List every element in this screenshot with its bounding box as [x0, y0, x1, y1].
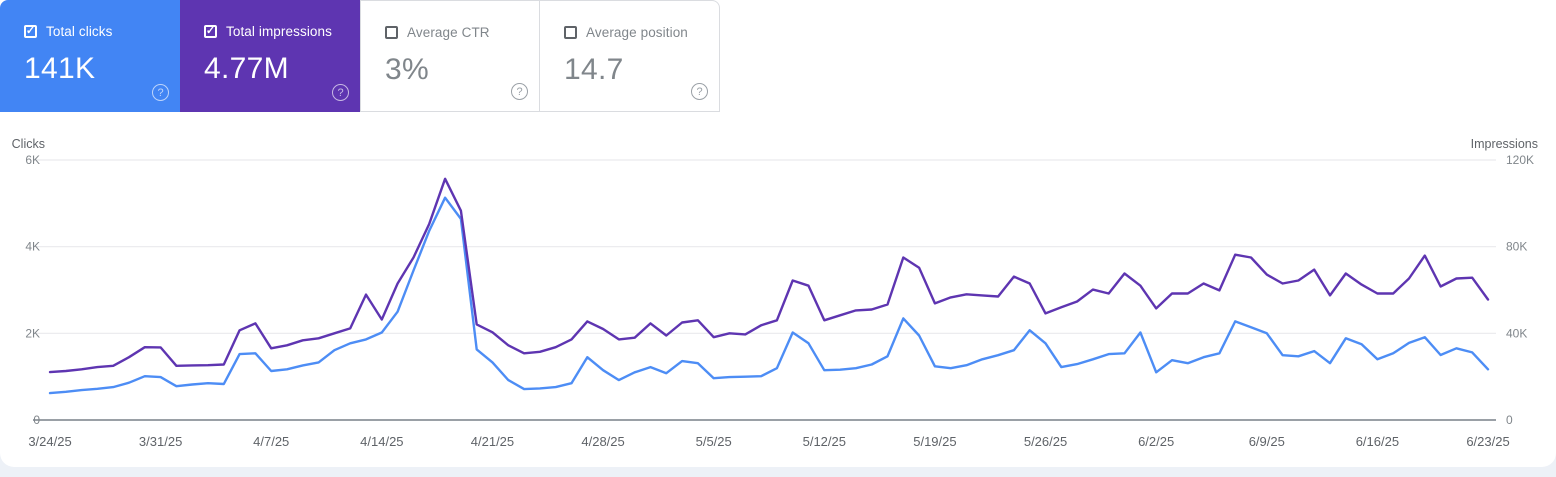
- x-axis-date-label: 4/14/25: [360, 434, 403, 449]
- x-axis-date-label: 6/16/25: [1356, 434, 1399, 449]
- left-axis-tick: 4K: [25, 240, 40, 254]
- help-icon[interactable]: ?: [511, 83, 528, 100]
- left-axis-tick: 2K: [25, 326, 40, 340]
- card-header: Average CTR: [385, 25, 539, 40]
- total-clicks-label: Total clicks: [46, 24, 113, 39]
- card-header: ✓ Total clicks: [24, 24, 180, 39]
- left-axis-tick: 0: [33, 413, 40, 427]
- clicks-line-series: [48, 196, 1490, 395]
- metric-cards-row: ✓ Total clicks 141K ? ✓ Total impression…: [0, 0, 720, 112]
- total-clicks-value: 141K: [24, 52, 96, 85]
- x-axis-date-label: 4/7/25: [253, 434, 289, 449]
- help-icon[interactable]: ?: [332, 84, 349, 101]
- metric-card-total-clicks[interactable]: ✓ Total clicks 141K ?: [0, 0, 180, 112]
- x-axis-date-label: 3/24/25: [28, 434, 71, 449]
- right-axis-tick: 40K: [1506, 326, 1527, 340]
- total-clicks-checkbox[interactable]: ✓: [24, 25, 37, 38]
- x-axis-date-label: 6/23/25: [1466, 434, 1509, 449]
- average-position-label: Average position: [586, 25, 688, 40]
- metric-card-average-ctr[interactable]: Average CTR 3% ?: [360, 0, 540, 112]
- average-position-checkbox[interactable]: [564, 26, 577, 39]
- x-axis-date-label: 4/28/25: [581, 434, 624, 449]
- total-impressions-label: Total impressions: [226, 24, 332, 39]
- x-axis-date-label: 3/31/25: [139, 434, 182, 449]
- total-impressions-value: 4.77M: [204, 52, 289, 85]
- total-impressions-checkbox[interactable]: ✓: [204, 25, 217, 38]
- metric-card-average-position[interactable]: Average position 14.7 ?: [540, 0, 720, 112]
- left-axis-title: Clicks: [12, 137, 45, 151]
- x-axis-date-label: 5/12/25: [803, 434, 846, 449]
- x-axis-date-label: 5/26/25: [1024, 434, 1067, 449]
- performance-chart: 6K 120K 4K 80K 2K 40K 0 0 Clicks Impressions 3/24/…: [0, 132, 1556, 455]
- help-icon[interactable]: ?: [152, 84, 169, 101]
- metric-card-total-impressions[interactable]: ✓ Total impressions 4.77M ?: [180, 0, 360, 112]
- right-axis-title: Impressions: [1471, 137, 1538, 151]
- performance-panel: ✓ Total clicks 141K ? ✓ Total impression…: [0, 0, 1556, 467]
- average-ctr-checkbox[interactable]: [385, 26, 398, 39]
- average-ctr-value: 3%: [385, 53, 429, 86]
- right-axis-tick: 120K: [1506, 153, 1534, 167]
- performance-chart-svg: 6K 120K 4K 80K 2K 40K 0 0 Clicks Impressions 3/24/…: [12, 137, 1538, 449]
- help-icon[interactable]: ?: [691, 83, 708, 100]
- x-axis-date-label: 5/5/25: [696, 434, 732, 449]
- x-axis-date-label: 5/19/25: [913, 434, 956, 449]
- x-axis-date-label: 6/2/25: [1138, 434, 1174, 449]
- average-position-value: 14.7: [564, 53, 624, 86]
- card-header: ✓ Total impressions: [204, 24, 360, 39]
- x-axis-date-label: 4/21/25: [471, 434, 514, 449]
- impressions-line-series: [48, 177, 1490, 374]
- right-axis-tick: 0: [1506, 413, 1513, 427]
- average-ctr-label: Average CTR: [407, 25, 490, 40]
- card-header: Average position: [564, 25, 719, 40]
- right-axis-tick: 80K: [1506, 240, 1527, 254]
- x-axis-date-label: 6/9/25: [1249, 434, 1285, 449]
- left-axis-tick: 6K: [25, 153, 40, 167]
